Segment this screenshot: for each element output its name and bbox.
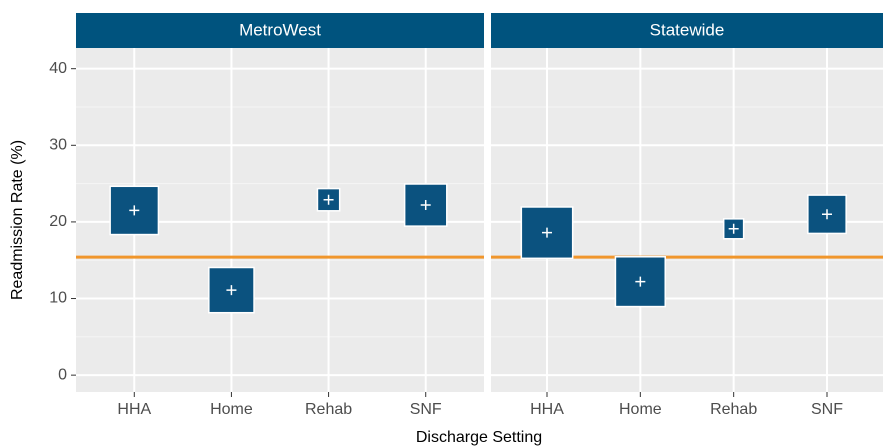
- y-tick-label: 40: [49, 60, 67, 77]
- center-marker: [542, 227, 552, 238]
- y-tick-label: 30: [49, 137, 67, 154]
- x-tick-label: HHA: [117, 401, 151, 418]
- x-tick-label: Rehab: [710, 401, 757, 418]
- x-tick-label: Home: [619, 401, 662, 418]
- center-marker: [420, 200, 431, 211]
- center-marker: [822, 209, 832, 220]
- y-tick-label: 0: [58, 366, 67, 383]
- x-axis-title: Discharge Setting: [416, 429, 542, 446]
- y-tick-label: 10: [49, 290, 67, 307]
- y-tick-label: 20: [49, 213, 67, 230]
- center-marker: [635, 276, 646, 287]
- strip: [76, 13, 484, 48]
- strip: [491, 13, 883, 48]
- x-tick-label: Home: [210, 401, 253, 418]
- center-marker: [226, 285, 237, 296]
- x-tick-label: SNF: [410, 401, 442, 418]
- x-tick-label: Rehab: [305, 401, 352, 418]
- center-marker: [728, 223, 739, 234]
- center-marker: [323, 194, 334, 205]
- y-axis-title: Readmission Rate (%): [9, 140, 26, 300]
- x-tick-label: HHA: [530, 401, 564, 418]
- center-marker: [129, 205, 140, 216]
- panel-title: MetroWest: [239, 20, 321, 39]
- panel-title: Statewide: [650, 20, 725, 39]
- x-tick-label: SNF: [811, 401, 843, 418]
